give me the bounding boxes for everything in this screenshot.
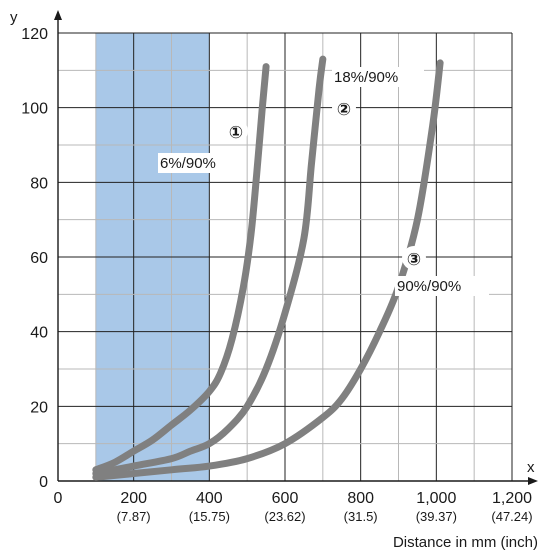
series-2-marker-bg: [332, 96, 356, 120]
series-3-label-bg: [395, 276, 489, 296]
x-axis-arrow: [528, 477, 538, 485]
y-tick-label: 0: [39, 474, 48, 491]
x-tick-label: 1,200: [492, 490, 532, 507]
series-1-label: 6%/90%: [160, 155, 216, 172]
series-1-line: [92, 63, 270, 474]
x-tick-sublabel: (39.37): [416, 509, 457, 524]
series-3-line: [92, 59, 444, 481]
series-1-marker: ①: [229, 123, 243, 143]
x-axis-letter: x: [527, 459, 535, 476]
series-1-marker-bg: [224, 119, 248, 143]
x-tick-label: 200: [120, 490, 147, 507]
x-tick-sublabel: (7.87): [117, 509, 151, 524]
x-tick-label: 1,000: [416, 490, 456, 507]
x-tick-sublabel: (47.24): [491, 509, 532, 524]
series-2-line: [92, 55, 327, 478]
series-3-marker: ③: [407, 250, 421, 270]
y-tick-label: 80: [30, 175, 48, 192]
series-1-label-bg: [158, 153, 240, 173]
x-tick-label: 800: [347, 490, 374, 507]
series-2-label: 18%/90%: [334, 69, 398, 86]
series-2-label-bg: [332, 67, 424, 87]
x-tick-sublabel: (23.62): [264, 509, 305, 524]
x-tick-label: 600: [272, 490, 299, 507]
x-tick-sublabel: (31.5): [344, 509, 378, 524]
y-tick-label: 120: [21, 26, 48, 43]
y-axis-letter: y: [10, 9, 18, 26]
axis-layer: 0 20 40 60 80 100 120 0 200 (7.87) 400 (15.75) 600 (2…: [21, 10, 538, 524]
y-tick-label: 60: [30, 250, 48, 267]
y-axis-arrow: [54, 10, 62, 20]
series-2-marker: ②: [337, 100, 351, 120]
series-3-marker-bg: [402, 246, 426, 270]
y-tick-label: 100: [21, 101, 48, 118]
series-3-label: 90%/90%: [397, 278, 461, 295]
y-tick-label: 20: [30, 399, 48, 416]
x-tick-label: 400: [196, 490, 223, 507]
label-layer: 6%/90% ① 18%/90% ② 90%/90% ③: [158, 67, 489, 296]
series-layer: [92, 55, 444, 481]
x-axis-title: Distance in mm (inch): [393, 534, 538, 551]
y-tick-label: 40: [30, 325, 48, 342]
x-tick-label: 0: [54, 490, 63, 507]
x-tick-sublabel: (15.75): [189, 509, 230, 524]
